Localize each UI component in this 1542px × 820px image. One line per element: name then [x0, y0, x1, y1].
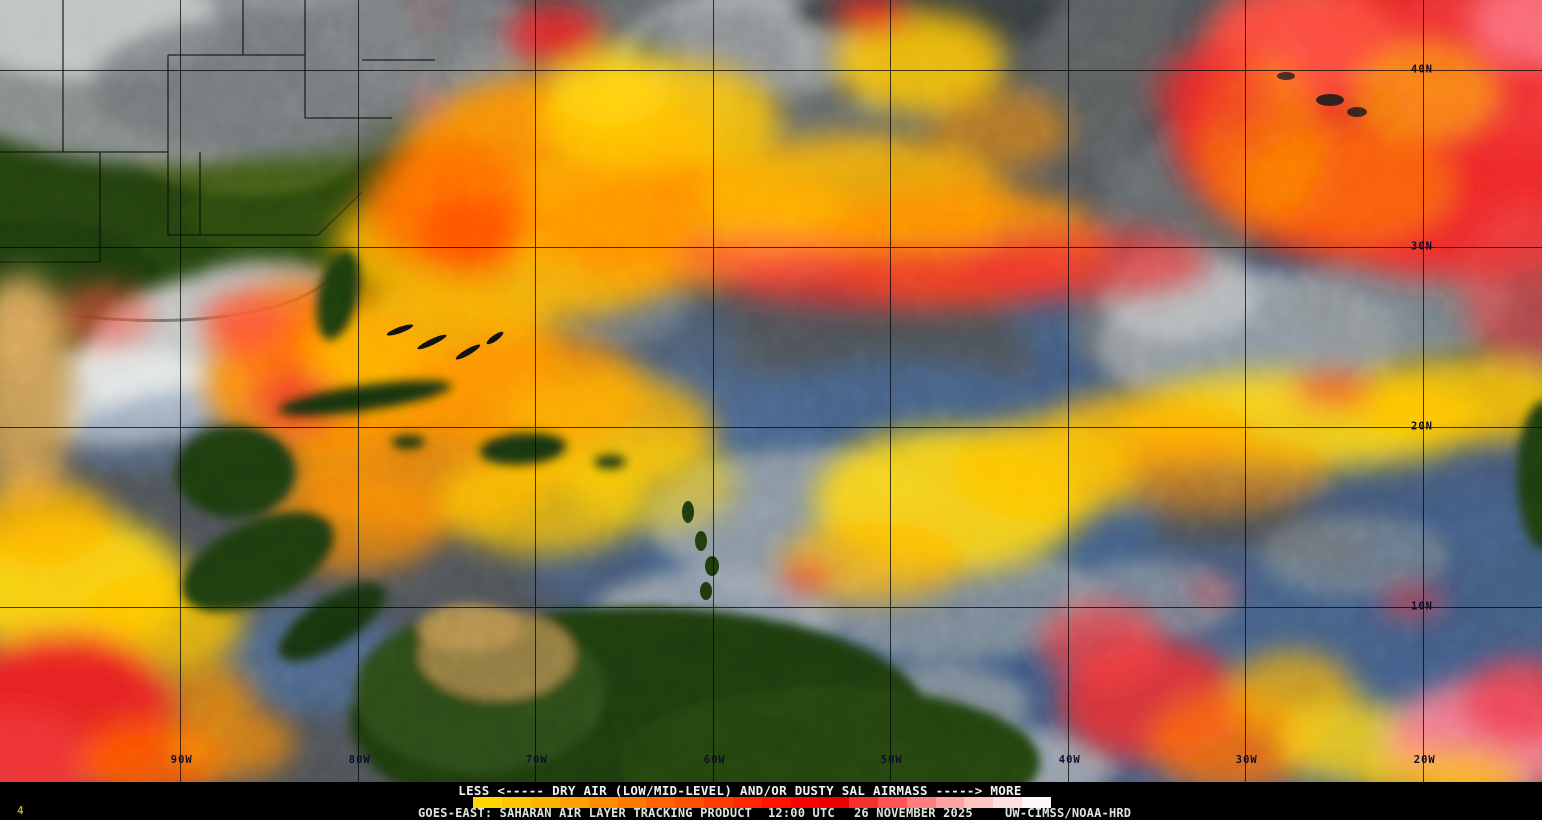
gridline-longitude — [1423, 0, 1424, 782]
colorbar-segment — [762, 797, 791, 808]
colorbar-segment — [877, 797, 907, 808]
latitude-label: 10N — [1411, 600, 1433, 613]
colorbar-segment — [473, 797, 502, 808]
longitude-label: 30W — [1235, 754, 1258, 766]
satellite-map: 40N 30N 20N 10N 90W 80W 70W 60W 50W 40W 30W 20W — [0, 0, 1542, 782]
gridline-longitude — [358, 0, 359, 782]
colorbar-segment — [790, 797, 820, 808]
latitude-label: 40N — [1411, 63, 1433, 76]
colorbar-segment — [559, 797, 589, 808]
gridline-latitude — [0, 247, 1542, 248]
latitude-label: 20N — [1411, 420, 1433, 433]
latitude-label: 30N — [1411, 240, 1433, 253]
gridline-latitude — [0, 70, 1542, 71]
frame-counter: 4 — [17, 804, 24, 817]
satellite-imagery — [0, 0, 1542, 782]
longitude-label: 20W — [1413, 754, 1436, 766]
gridline-longitude — [713, 0, 714, 782]
colorbar-segment — [704, 797, 734, 808]
longitude-label: 60W — [703, 754, 726, 766]
gridline-latitude — [0, 607, 1542, 608]
gridline-longitude — [1068, 0, 1069, 782]
colorbar-segment — [848, 797, 878, 808]
colorbar-segment — [675, 797, 705, 808]
longitude-label: 70W — [525, 754, 548, 766]
colorbar-segment — [819, 797, 849, 808]
colorbar-segment — [617, 797, 647, 808]
legend-caption: LESS <----- DRY AIR (LOW/MID-LEVEL) AND/… — [458, 783, 1022, 798]
colorbar-segment — [733, 797, 763, 808]
credit-label: UW-CIMSS/NOAA-HRD — [1005, 806, 1132, 820]
colorbar — [473, 797, 1052, 808]
gridline-longitude — [180, 0, 181, 782]
timestamp-utc: 12:00 UTC — [768, 806, 835, 820]
status-bar: GOES-EAST: SAHARAN AIR LAYER TRACKING PR… — [0, 807, 1542, 820]
longitude-label: 80W — [348, 754, 371, 766]
gridline-latitude — [0, 427, 1542, 428]
gridline-longitude — [535, 0, 536, 782]
date-label: 26 NOVEMBER 2025 — [854, 806, 973, 820]
longitude-label: 50W — [880, 754, 903, 766]
colorbar-segment — [906, 797, 936, 808]
colorbar-segment — [935, 797, 965, 808]
colorbar-segment — [530, 797, 560, 808]
colorbar-segment — [993, 797, 1023, 808]
longitude-label: 90W — [170, 754, 193, 766]
colorbar-segment — [646, 797, 676, 808]
colorbar-segment — [501, 797, 531, 808]
colorbar-segment — [1022, 797, 1052, 808]
gridline-longitude — [1245, 0, 1246, 782]
longitude-label: 40W — [1058, 754, 1081, 766]
satellite-grain-texture — [0, 0, 1542, 782]
product-title: GOES-EAST: SAHARAN AIR LAYER TRACKING PR… — [418, 806, 753, 820]
colorbar-segment — [588, 797, 618, 808]
gridline-longitude — [890, 0, 891, 782]
legend-panel: LESS <----- DRY AIR (LOW/MID-LEVEL) AND/… — [0, 782, 1542, 820]
colorbar-segment — [964, 797, 994, 808]
